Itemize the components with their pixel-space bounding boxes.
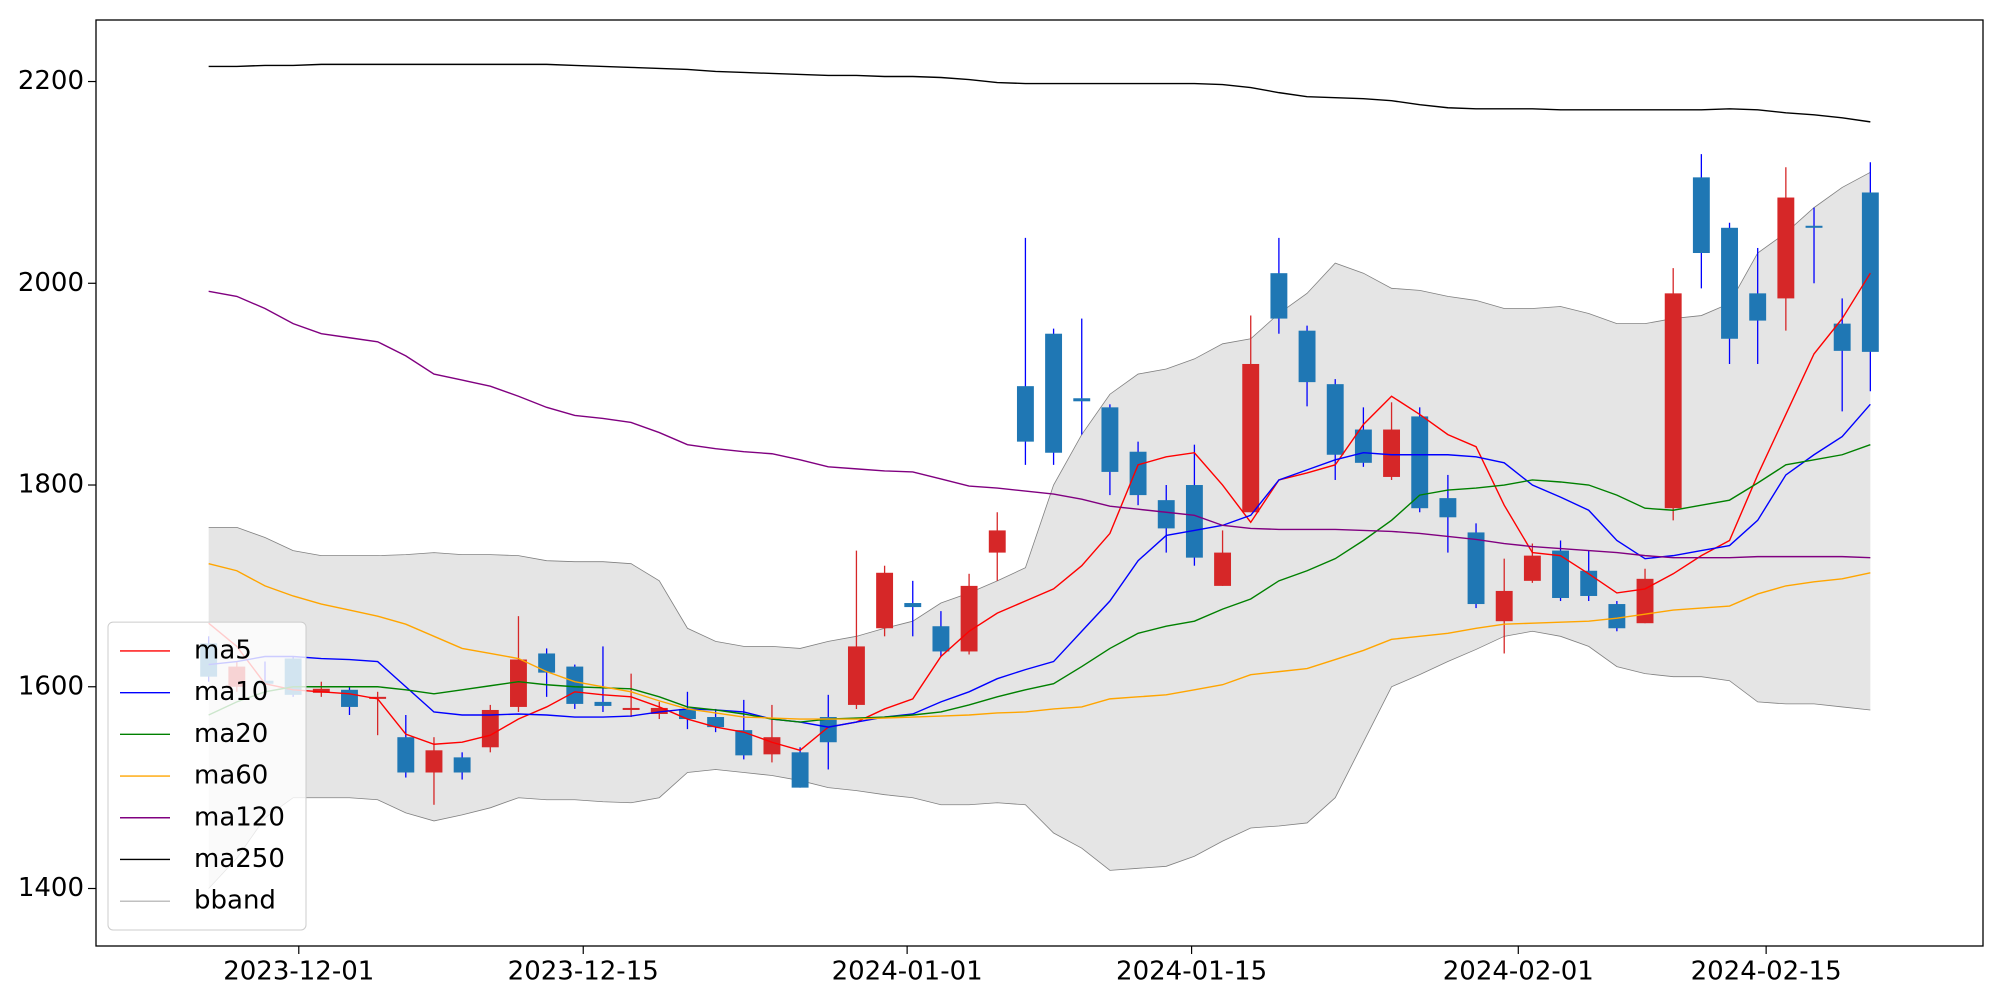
candle-body: [1439, 498, 1457, 518]
candle-body: [1185, 485, 1203, 558]
candle-body: [791, 752, 809, 788]
candle-body: [678, 708, 696, 720]
x-tick-label: 2024-01-15: [1116, 957, 1267, 987]
candle-body: [650, 707, 668, 714]
ma-line: [208, 563, 1871, 720]
candle-body: [1495, 590, 1513, 622]
plot-frame: [95, 19, 1984, 947]
candle-body: [1298, 330, 1316, 383]
ma-line: [208, 444, 1871, 723]
candle-body: [312, 688, 330, 693]
y-tick-label: 1800: [18, 470, 84, 500]
candle-body: [1833, 323, 1851, 351]
x-tick-label: 2023-12-15: [508, 957, 659, 987]
ma-line: [208, 290, 1871, 559]
candle-body: [341, 689, 358, 707]
y-tick-label: 1400: [18, 873, 84, 903]
candle-body: [932, 626, 950, 652]
legend-label: bband: [194, 886, 276, 916]
candle-body: [1467, 532, 1485, 605]
candle-body: [1861, 192, 1879, 352]
x-tick-label: 2024-01-01: [832, 957, 983, 987]
x-tick-label: 2024-02-01: [1443, 957, 1594, 987]
candle-body: [1073, 398, 1091, 402]
candle-body: [904, 603, 922, 608]
candle-body: [1383, 429, 1401, 477]
ma-line: [208, 272, 1871, 752]
candle-body: [1129, 451, 1147, 496]
x-tick-label: 2024-02-15: [1691, 957, 1842, 987]
candle-body: [988, 530, 1006, 553]
candle-body: [594, 701, 612, 706]
candle-body: [453, 757, 471, 773]
candle-body: [1354, 429, 1372, 463]
legend-label: ma10: [194, 677, 268, 707]
bband-upper: [208, 171, 1871, 649]
candle-body: [1411, 416, 1429, 509]
candle-body: [819, 717, 837, 743]
legend-label: ma20: [194, 719, 268, 749]
candle-body: [763, 737, 781, 755]
candle-body: [876, 572, 894, 629]
candle-body: [1242, 363, 1260, 513]
candle-body: [960, 585, 978, 652]
candle-body: [538, 653, 556, 673]
bband-lower: [208, 630, 1871, 889]
candle-body: [1805, 225, 1823, 228]
legend-box: [107, 621, 307, 931]
candle-body: [1270, 273, 1288, 319]
y-tick-label: 2200: [18, 66, 84, 96]
candle-body: [566, 666, 584, 704]
y-tick-label: 1600: [18, 671, 84, 701]
candle-body: [1777, 197, 1795, 299]
x-tick-label: 2023-12-01: [223, 957, 374, 987]
candle-body: [1749, 293, 1767, 321]
candle-body: [1157, 500, 1175, 529]
candle-body: [1016, 386, 1034, 442]
candle-body: [707, 717, 725, 728]
candle-body: [369, 696, 387, 699]
candle-body: [481, 709, 499, 748]
candle-body: [425, 750, 443, 773]
candle-body: [847, 646, 865, 705]
candle-body: [1101, 407, 1119, 472]
candle-body: [622, 707, 640, 710]
legend-label: ma5: [194, 635, 252, 665]
legend-label: ma250: [194, 844, 285, 874]
candle-body: [1523, 555, 1541, 581]
candle-body: [1552, 550, 1569, 598]
candle-body: [1608, 604, 1626, 629]
candle-body: [1721, 227, 1738, 339]
candle-body: [1664, 293, 1682, 509]
candle-body: [1692, 177, 1710, 254]
candle-body: [1326, 384, 1344, 455]
candle-body: [510, 659, 527, 707]
legend-label: ma60: [194, 761, 268, 791]
candle-body: [1214, 552, 1232, 586]
candle-body: [1045, 333, 1063, 453]
y-tick-label: 2000: [18, 268, 84, 298]
ma-line: [208, 63, 1871, 123]
legend-label: ma120: [194, 802, 285, 832]
candle-body: [735, 730, 753, 756]
candle-body: [397, 737, 415, 773]
ma-line: [208, 403, 1871, 728]
